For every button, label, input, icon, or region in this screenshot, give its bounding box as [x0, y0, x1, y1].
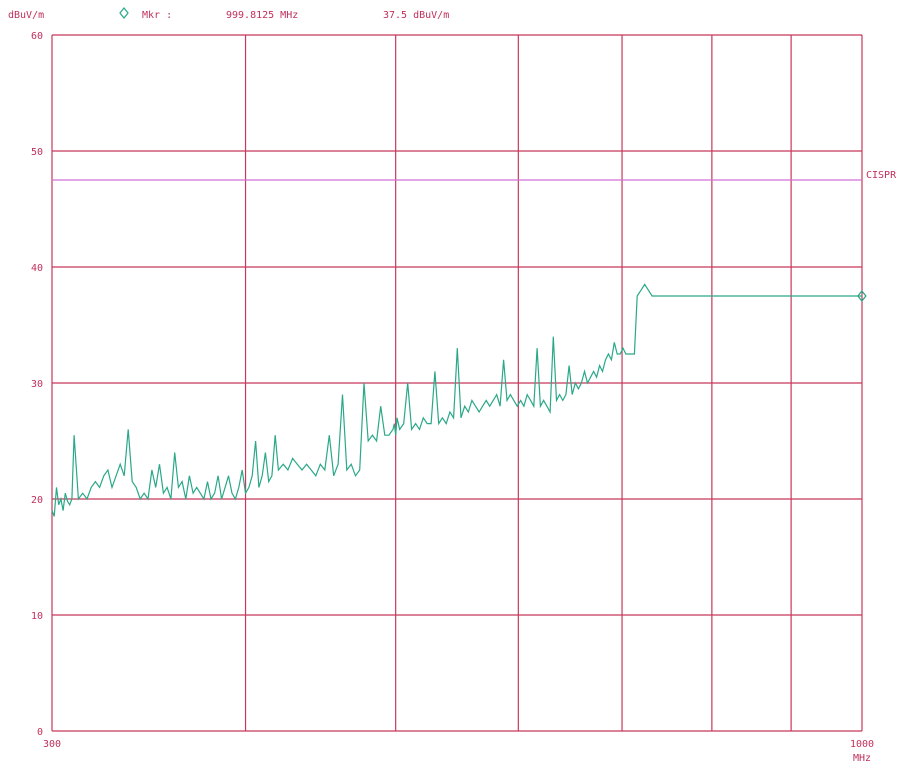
- y-tick-label: 30: [31, 379, 43, 390]
- y-tick-label: 50: [31, 147, 43, 158]
- y-tick-label: 0: [37, 727, 43, 738]
- y-tick-label: 10: [31, 611, 43, 622]
- plot-grid: [51, 34, 863, 732]
- x-tick-label: 300: [43, 739, 61, 750]
- measurement-trace: [51, 283, 862, 517]
- marker-point-diamond: [857, 289, 867, 303]
- y-axis-unit-label: dBuV/m: [8, 10, 44, 21]
- y-tick-label: 60: [31, 31, 43, 42]
- y-tick-label: 40: [31, 263, 43, 274]
- x-axis-unit-label: MHz: [853, 753, 871, 764]
- cispr-limit-label: CISPR: [866, 170, 897, 181]
- x-tick-labels: 300 1000: [43, 739, 874, 750]
- y-tick-labels: 0 10 20 30 40 50 60: [31, 31, 43, 738]
- marker-frequency: 999.8125 MHz: [226, 10, 298, 21]
- x-tick-label: 1000: [850, 739, 874, 750]
- marker-label: Mkr :: [142, 10, 172, 21]
- marker-readout: Mkr : 999.8125 MHz 37.5 dBuV/m: [119, 7, 449, 21]
- marker-level: 37.5 dBuV/m: [383, 10, 449, 21]
- marker-diamond-icon: [119, 7, 129, 19]
- y-tick-label: 20: [31, 495, 43, 506]
